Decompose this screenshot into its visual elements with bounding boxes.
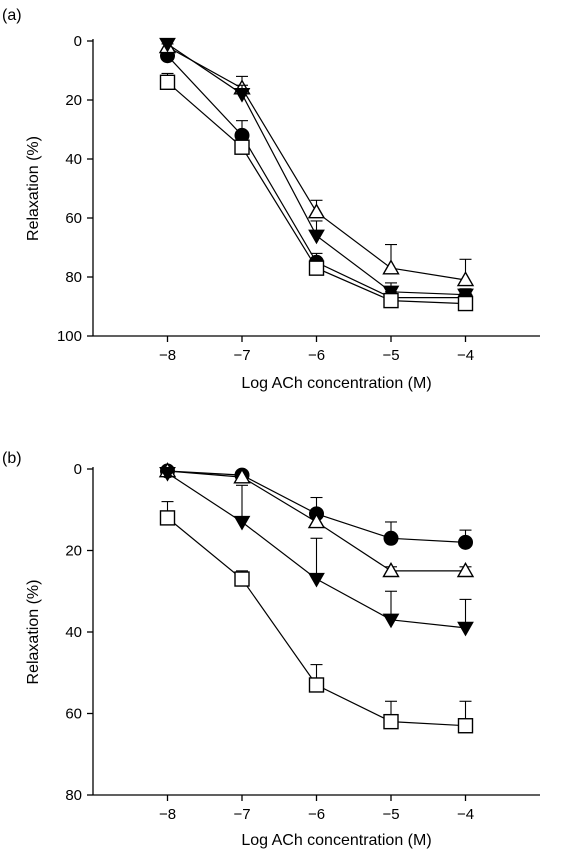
- panel-b-data-point: [456, 561, 475, 578]
- panel-b-data-point: [383, 713, 399, 730]
- panel-a-x-tick-label: −6: [308, 347, 325, 364]
- panel-a-x-tick-label: −8: [159, 347, 176, 364]
- panel-a-data-point: [456, 271, 475, 287]
- panel-b-y-tick-label: 80: [65, 787, 82, 804]
- panel-b-y-tick-label: 0: [74, 461, 82, 478]
- panel-b-x-tick-label: −8: [159, 806, 176, 823]
- panel-b-data-point: [383, 530, 399, 546]
- panel-b-y-tick-label: 20: [65, 543, 82, 560]
- panel-a-data-point: [159, 74, 176, 91]
- panel-b-y-tick-label: 60: [65, 706, 82, 723]
- panel-a-data-point: [383, 292, 399, 309]
- panel-a-y-axis-title: Relaxation (%): [25, 136, 42, 241]
- panel-a-data-point: [234, 139, 250, 155]
- panel-b-data-point: [382, 561, 400, 578]
- panel-b-y-tick-label: 40: [65, 624, 82, 641]
- panel-b-data-point: [382, 613, 400, 629]
- panel-b-data-point: [457, 621, 474, 637]
- panel-a-data-point: [457, 288, 474, 304]
- panel-a-data-point: [307, 203, 326, 219]
- panel-a-x-tick-label: −5: [382, 347, 399, 364]
- panel-a-series-line: [167, 46, 466, 281]
- panel-b-label: (b): [2, 450, 22, 467]
- panel-a-data-point: [382, 285, 400, 301]
- panel-b-data-point: [159, 466, 176, 482]
- panel-b-data-point: [233, 468, 251, 484]
- panel-b-x-tick-label: −5: [382, 806, 399, 823]
- panel-b-series-filled-triangle-down: [159, 466, 474, 637]
- panel-a-series-filled-triangle-down: [159, 37, 474, 304]
- panel-a-y-tick-label: 0: [74, 33, 82, 50]
- panel-a-y-tick-label: 60: [65, 210, 82, 227]
- panel-a-x-tick-label: −4: [457, 347, 474, 364]
- panel-a-x-tick-label: −7: [233, 347, 250, 364]
- panel-a-y-tick-label: 40: [65, 151, 82, 168]
- panel-a-data-point: [308, 260, 325, 276]
- panel-b-chart: (b) 0 20 40 60 80 −8 −7 −6 −5 −4 Relaxation (%) Log …: [2, 450, 540, 849]
- panel-b-series-open-square: [159, 501, 474, 734]
- panel-a-x-axis-title: Log ACh concentration (M): [241, 375, 431, 392]
- panel-b-data-point: [234, 571, 250, 587]
- panel-b-x-axis-title: Log ACh concentration (M): [241, 832, 431, 849]
- panel-b-data-point: [458, 534, 473, 550]
- panel-b-data-point: [159, 510, 176, 526]
- panel-b-data-point: [308, 572, 325, 588]
- panel-a-data-point: [457, 295, 474, 312]
- panel-b-data-point: [308, 677, 325, 693]
- panel-a-chart: (a) 0 20 40 60 80 100 −8 −7 −6 −5 −4 Relaxation (%) L…: [2, 7, 540, 392]
- panel-a-y-tick-label: 80: [65, 269, 82, 286]
- panel-b-x-tick-label: −4: [457, 806, 474, 823]
- panel-a-series-open-triangle: [158, 37, 475, 287]
- panel-b-data-point: [307, 513, 326, 529]
- panel-b-data-point: [233, 515, 251, 531]
- panel-a-data-point: [382, 259, 400, 275]
- panel-b-series-filled-circle: [160, 463, 473, 550]
- panel-b-y-axis-title: Relaxation (%): [25, 580, 42, 685]
- panel-a-y-tick-label: 100: [57, 328, 82, 345]
- panel-b-x-tick-label: −7: [233, 806, 250, 823]
- panel-a-data-point: [233, 87, 251, 103]
- panel-b-data-point: [457, 718, 474, 734]
- panel-a-data-point: [308, 229, 325, 245]
- panel-a-y-tick-label: 20: [65, 92, 82, 109]
- panel-b-x-tick-label: −6: [308, 806, 325, 823]
- panel-a-label: (a): [2, 7, 22, 24]
- panel-a-series-open-square: [159, 72, 474, 312]
- panel-a-data-point: [159, 37, 176, 53]
